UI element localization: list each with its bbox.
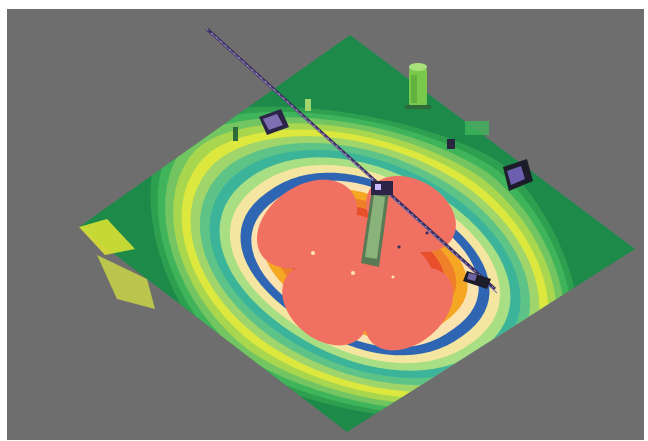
- 3d-viewport[interactable]: [7, 9, 644, 440]
- container-box[interactable]: [447, 121, 533, 191]
- central-tower[interactable]: [361, 181, 393, 267]
- crane-boom[interactable]: [205, 27, 498, 294]
- petal-bottom-right: [364, 267, 454, 351]
- edge-accent-left: [79, 219, 135, 255]
- equipment-box-left[interactable]: [259, 109, 289, 135]
- equipment-post-left[interactable]: [233, 99, 311, 141]
- tank-cylinder[interactable]: [405, 63, 431, 109]
- petal-top-left: [256, 179, 358, 269]
- heatmap-scene[interactable]: [7, 9, 644, 440]
- edge-accent-bottom-left: [97, 255, 155, 309]
- crane-counterweight[interactable]: [463, 271, 491, 289]
- petal-bottom-left: [282, 264, 368, 346]
- debris-markers: [311, 231, 429, 279]
